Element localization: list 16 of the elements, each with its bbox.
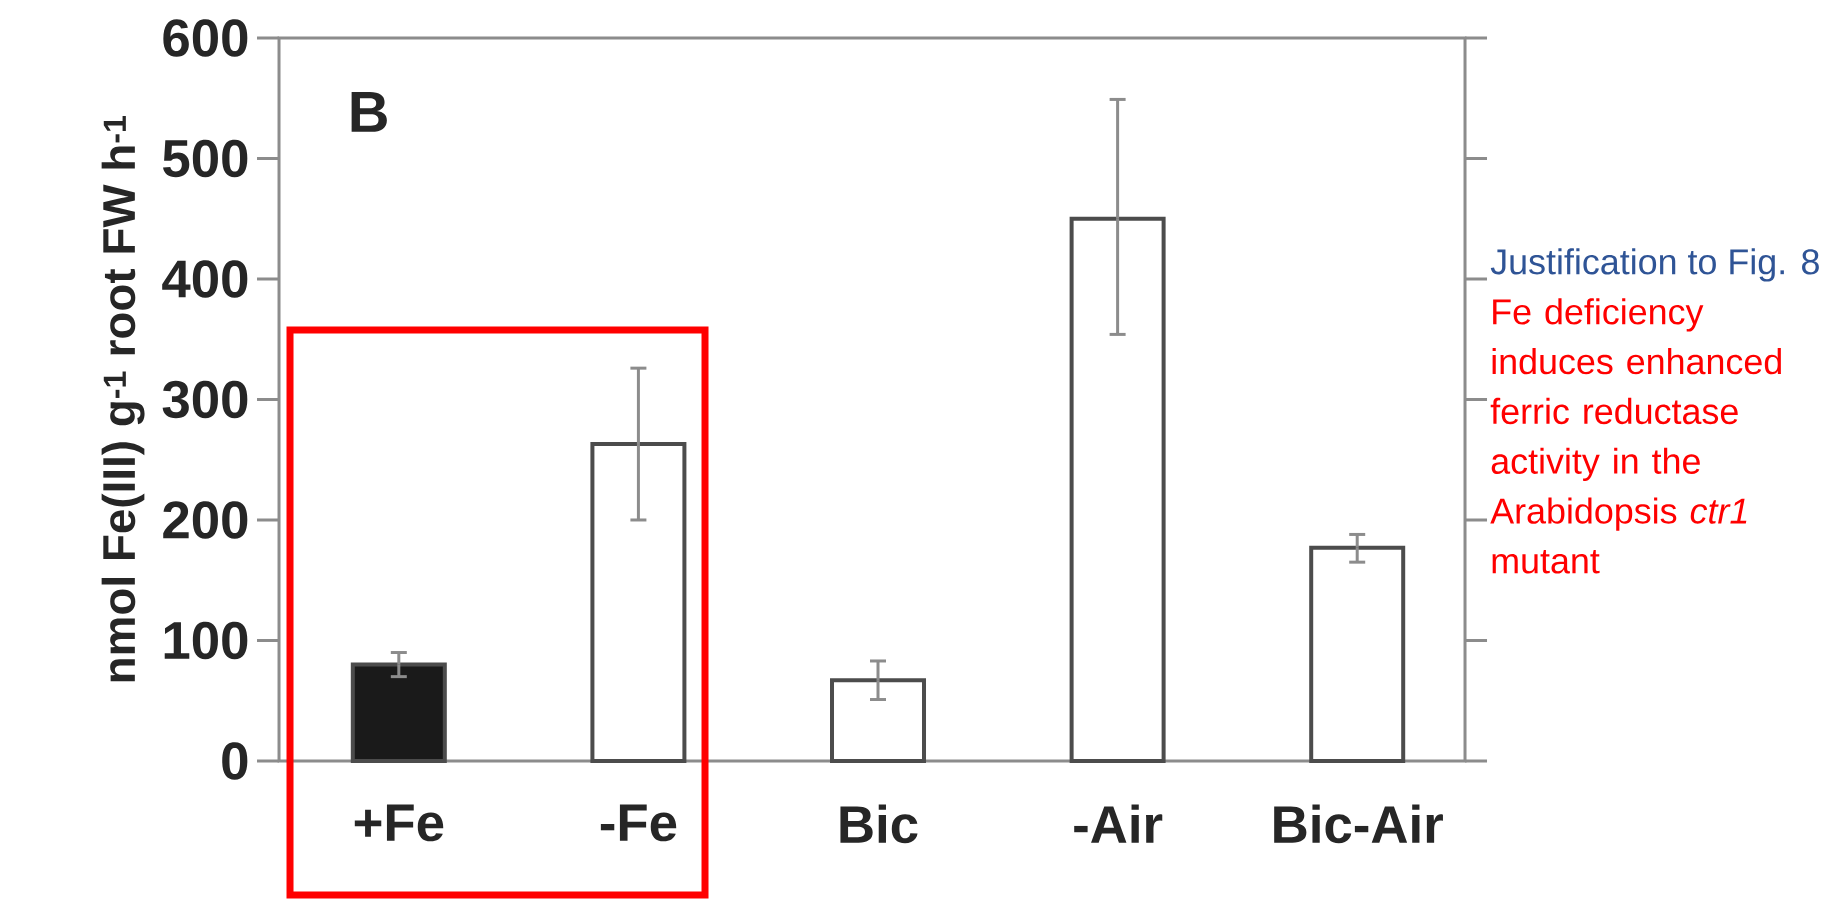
y-tick-label: 600	[163, 19, 248, 57]
x-tick-label: Bic-Air	[1274, 804, 1443, 844]
text: Justification to Fig. 8	[1490, 248, 1819, 282]
y-tick-label: 100	[164, 621, 248, 660]
x-tick-label: -Air	[1074, 804, 1163, 843]
y-tick-label: 0	[222, 742, 248, 780]
text: Fe deficiency induces enhanced ferric reductase activity in the Arabidopsis ctr1 mutant	[1490, 298, 1781, 574]
y-axis-title: nmol Fe(III) g$^{-1}$ root FW h$^{-1}$	[101, 116, 145, 682]
y-tick-label: 400	[162, 260, 248, 298]
x-tick-label: -Fe	[600, 804, 677, 842]
y-tick-label: 500	[163, 139, 248, 178]
x-tick-label: Bic	[840, 804, 918, 844]
y-tick-label: 200	[163, 501, 248, 539]
y-tick-label: 300	[162, 380, 248, 419]
annotation: B	[351, 92, 387, 132]
x-tick-label: +Fe	[354, 804, 444, 842]
